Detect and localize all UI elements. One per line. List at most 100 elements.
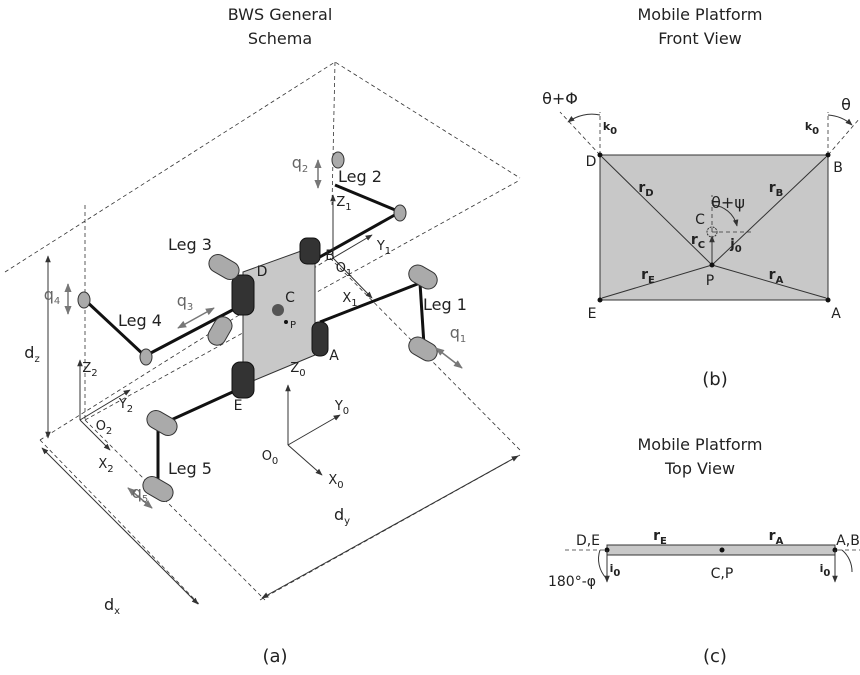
label-subscript: D xyxy=(645,188,653,199)
point-label: D xyxy=(257,264,268,280)
label-base: Z xyxy=(336,195,345,210)
label-base: Y xyxy=(118,397,127,412)
actuator-2 xyxy=(332,152,344,168)
axis-label: i0 xyxy=(820,562,831,579)
label-base: O xyxy=(336,261,346,276)
label-subscript: x xyxy=(114,606,120,617)
label-base: d xyxy=(24,343,34,362)
dimension-label: dz xyxy=(24,343,39,365)
leg-label: Leg 1 xyxy=(423,295,467,314)
point-label: P xyxy=(706,273,714,289)
label-subscript: 1 xyxy=(345,202,351,213)
corner-b xyxy=(826,153,831,158)
label-subscript: 2 xyxy=(91,368,97,379)
point-label: B xyxy=(325,248,335,264)
label-subscript: 0 xyxy=(812,126,819,137)
label-base: q xyxy=(450,323,460,342)
label-base: d xyxy=(104,595,114,614)
label-base: Z xyxy=(290,361,299,376)
point-label: B xyxy=(833,160,843,176)
title: Schema xyxy=(248,29,312,48)
dimension-label: dx xyxy=(104,595,120,617)
label-subscript: 2 xyxy=(302,164,308,175)
label-base: q xyxy=(132,483,142,502)
actuator-4 xyxy=(78,292,90,308)
frame-label: Z1 xyxy=(336,195,351,213)
caption: (c) xyxy=(703,646,727,667)
point-label: A,B xyxy=(836,533,860,549)
label-base: X xyxy=(98,457,107,472)
angle-arc-b xyxy=(828,115,852,125)
label-base: q xyxy=(177,291,187,310)
frame-label: Z0 xyxy=(290,361,305,379)
angle-label: 180°-φ xyxy=(548,574,596,590)
label-subscript: 0 xyxy=(610,126,617,137)
label-base: O xyxy=(96,419,106,434)
label-subscript: 0 xyxy=(299,368,305,379)
label-subscript: z xyxy=(34,354,39,365)
label-subscript: 0 xyxy=(337,480,343,491)
label-subscript: 1 xyxy=(351,298,357,309)
joint-label: q3 xyxy=(177,291,194,313)
point-label: P xyxy=(290,320,296,331)
panel-a xyxy=(5,62,520,605)
label-base: X xyxy=(328,473,337,488)
label-base: X xyxy=(342,291,351,306)
label-base: Z xyxy=(82,361,91,376)
label-subscript: y xyxy=(344,516,350,527)
leg-label: Leg 4 xyxy=(118,311,162,330)
point-cp xyxy=(720,548,725,553)
label-subscript: A xyxy=(776,536,784,547)
leg-label: Leg 2 xyxy=(338,167,382,186)
title: BWS General xyxy=(228,5,333,24)
point-label: D xyxy=(586,154,597,170)
point-label: D,E xyxy=(576,533,600,549)
label-base: q xyxy=(292,153,302,172)
label-subscript: 4 xyxy=(54,296,60,307)
figure: BWS GeneralSchemaMobile PlatformFront Vi… xyxy=(0,0,860,675)
axis-label: k0 xyxy=(805,120,819,137)
angle-label: θ+Φ xyxy=(542,89,578,108)
label-base: d xyxy=(334,505,344,524)
angle-arc-d xyxy=(568,114,600,122)
label-subscript: 2 xyxy=(107,464,113,475)
angle-arc xyxy=(599,550,606,578)
cylinder-1b xyxy=(406,334,441,365)
frame-label: O0 xyxy=(262,449,279,467)
label-subscript: 0 xyxy=(823,568,830,579)
vector-label: rE xyxy=(653,528,667,547)
point-label: C xyxy=(695,212,705,228)
point-label: A xyxy=(329,348,339,364)
point-label: E xyxy=(588,306,597,322)
leg-1 xyxy=(320,283,424,345)
frame-0-y xyxy=(288,415,340,445)
point-label: E xyxy=(234,398,243,414)
axis-label: i0 xyxy=(610,562,621,579)
point-label: A xyxy=(831,306,841,322)
label-subscript: 2 xyxy=(127,404,133,415)
point-label: C,P xyxy=(711,566,734,582)
frame-label: O2 xyxy=(96,419,113,437)
label-base: Y xyxy=(376,239,385,254)
frame-label: Y2 xyxy=(118,397,133,415)
label-subscript: 0 xyxy=(343,406,349,417)
label-subscript: 1 xyxy=(346,268,352,279)
joint-label: q4 xyxy=(44,285,61,307)
label-base: q xyxy=(44,285,54,304)
joint-e xyxy=(232,362,254,398)
title: Front View xyxy=(658,29,742,48)
joint-b xyxy=(300,238,320,264)
angle-arc xyxy=(842,550,852,572)
label-subscript: B xyxy=(776,188,784,199)
point-label: C xyxy=(285,290,295,306)
label-base: O xyxy=(262,449,272,464)
label-subscript: E xyxy=(648,275,655,286)
angle-label: θ+ψ xyxy=(711,193,745,212)
label-base: Y xyxy=(334,399,343,414)
joint-label: q1 xyxy=(450,323,467,345)
cylinder-5 xyxy=(144,407,181,439)
label-subscript: 3 xyxy=(187,302,193,313)
point-p xyxy=(710,263,715,268)
slider-2 xyxy=(394,205,406,221)
q1-arrow xyxy=(436,348,462,368)
